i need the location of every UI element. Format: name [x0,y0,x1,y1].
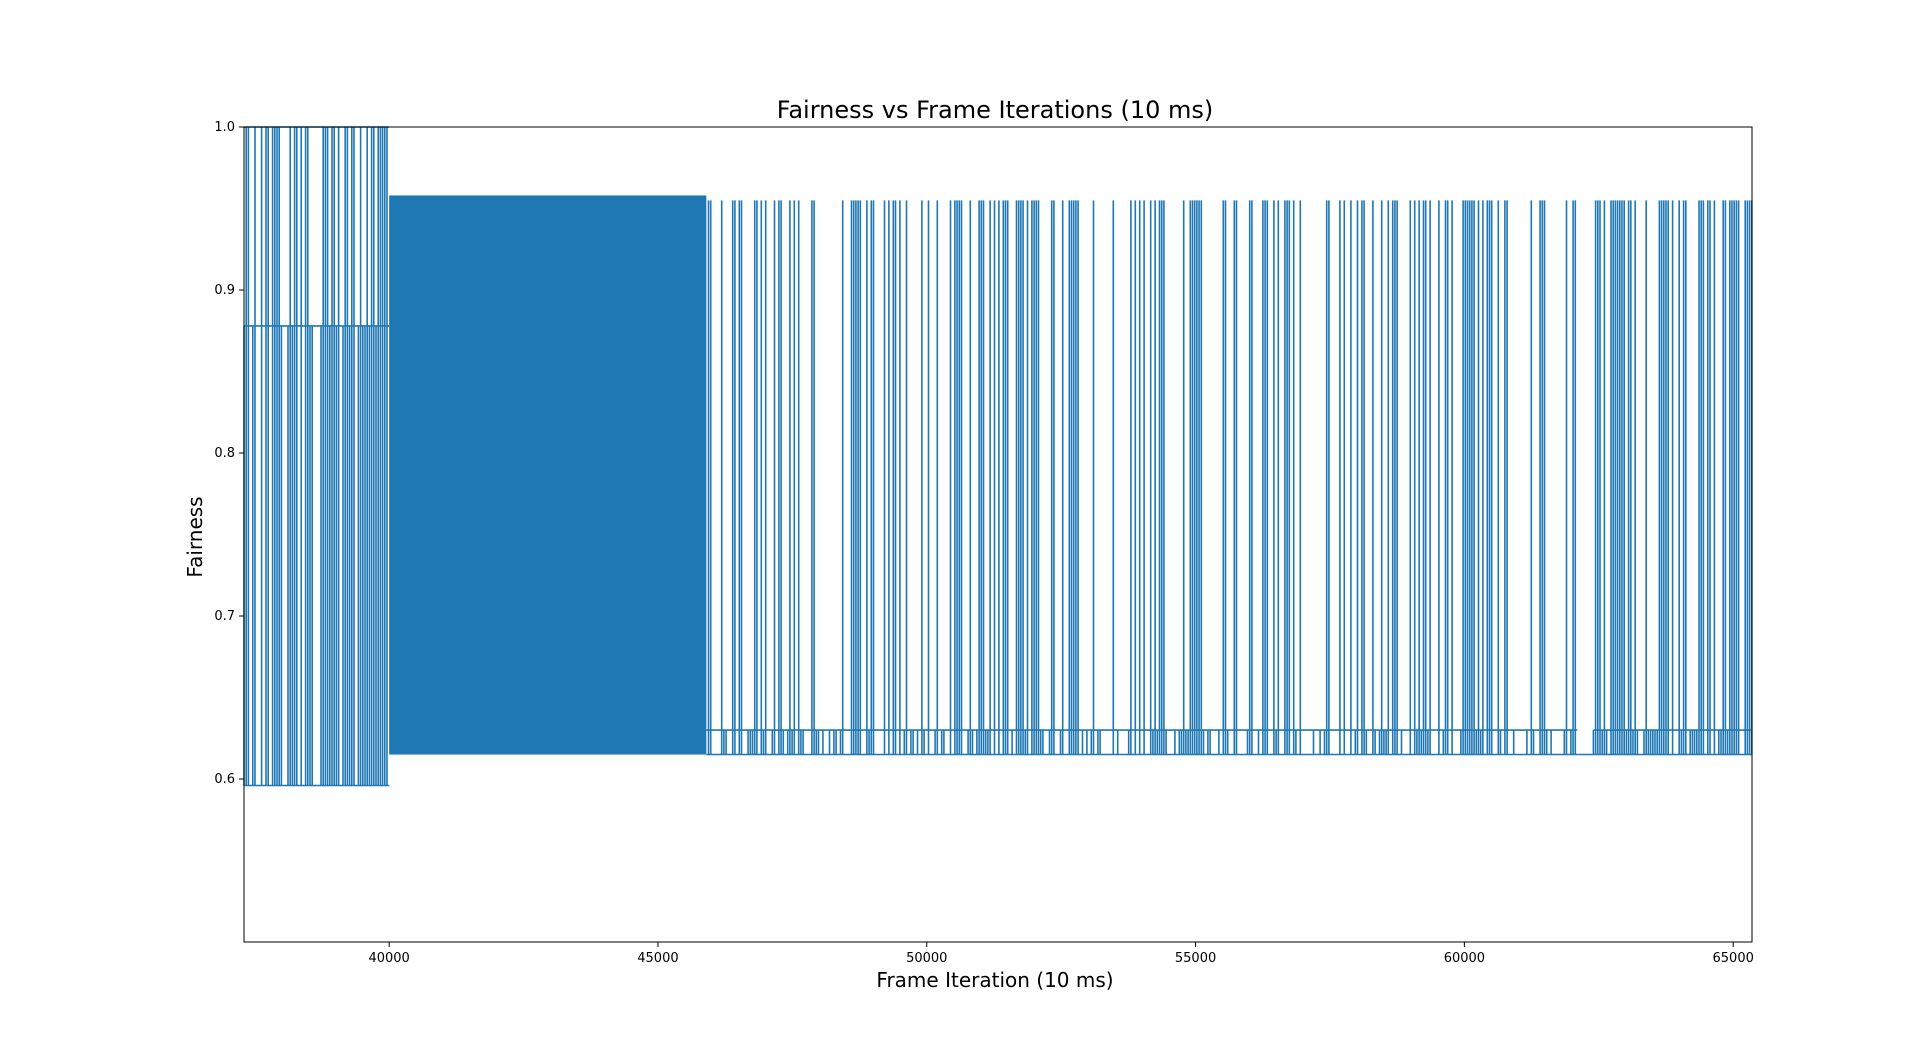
series-line-segment [706,200,1578,756]
x-tick-label: 45000 [637,951,678,966]
x-axis-ticks: 40000 45000 50000 55000 60000 65000 [368,942,1754,966]
x-tick-label: 65000 [1713,951,1754,966]
y-tick-label: 0.6 [214,772,235,787]
series-dense-band [389,195,707,755]
series-line-segment [1592,200,1753,756]
chart-title: Fairness vs Frame Iterations (10 ms) [777,96,1214,124]
axes-frame [243,126,1753,943]
series-layer [243,126,1753,787]
y-tick-label: 0.9 [214,283,235,298]
x-tick-label: 50000 [906,951,947,966]
y-axis-label: Fairness [183,496,207,577]
x-axis-label: Frame Iteration (10 ms) [876,968,1113,992]
y-tick-label: 0.8 [214,446,235,461]
x-tick-label: 55000 [1175,951,1216,966]
y-tick-label: 0.7 [214,609,235,624]
plot-area [243,126,1753,943]
y-tick-label: 1.0 [214,120,235,135]
x-tick-label: 40000 [368,951,409,966]
x-tick-label: 60000 [1444,951,1485,966]
y-axis-ticks: 0.6 0.7 0.8 0.9 1.0 [214,120,244,787]
